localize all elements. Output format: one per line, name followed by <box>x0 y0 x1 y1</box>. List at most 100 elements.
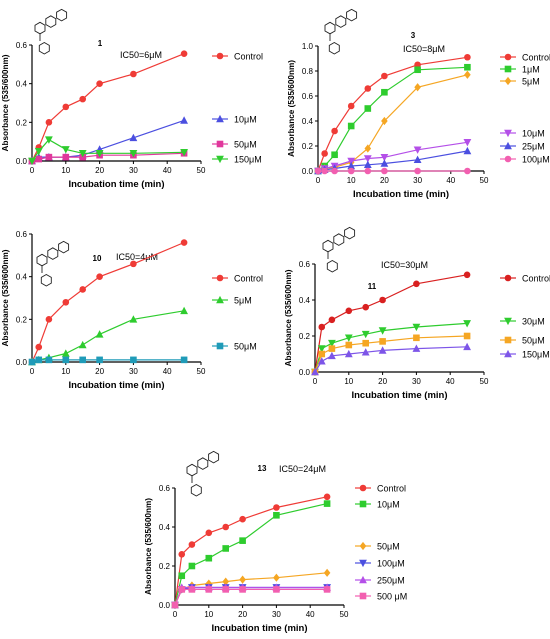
data-point <box>45 316 53 323</box>
data-point <box>364 167 372 175</box>
legend-label: 100μM <box>522 155 550 165</box>
x-tick-label: 10 <box>204 610 213 619</box>
legend-label: 10μM <box>377 500 400 510</box>
legend-entry: 5μM <box>500 77 540 87</box>
x-tick-label: 40 <box>163 166 172 175</box>
chart-panel-13: 0 10 20 30 40 50 0.0 0.2 0.4 0.6 Incubation time (… <box>144 450 407 634</box>
series-line <box>314 274 468 373</box>
x-tick-label: 10 <box>347 176 356 185</box>
data-point <box>380 159 389 167</box>
data-point <box>328 345 336 352</box>
y-tick-label: 0.4 <box>299 296 311 305</box>
x-tick-label: 40 <box>306 610 315 619</box>
x-tick-label: 30 <box>272 610 281 619</box>
series-Control <box>171 493 331 609</box>
series-line <box>174 496 328 606</box>
compound-structure <box>36 240 70 287</box>
ic50-label: IC50=24μM <box>279 464 326 474</box>
legend-marker <box>504 76 512 86</box>
phenyl-ring-shape <box>208 450 220 464</box>
data-point <box>378 327 387 335</box>
data-point <box>273 573 280 582</box>
legend-entry: 25μM <box>500 142 545 152</box>
data-point <box>35 343 43 351</box>
data-point <box>35 356 43 364</box>
legend-marker <box>216 155 224 164</box>
legend-marker <box>359 575 367 584</box>
data-point <box>379 296 386 304</box>
y-tick-label: 0.0 <box>16 358 28 367</box>
data-point <box>96 356 103 364</box>
phenyl-ring-shape <box>335 15 347 28</box>
data-point <box>464 70 471 79</box>
phenyl-ring-shape <box>56 8 68 22</box>
series-100μM <box>314 167 471 175</box>
x-tick-label: 0 <box>173 610 178 619</box>
ic50-label: IC50=6μM <box>120 50 162 60</box>
data-point <box>96 273 103 280</box>
compound-number: 3 <box>411 31 416 40</box>
legend-label: Control <box>522 274 550 284</box>
legend-entry: Control <box>500 53 550 63</box>
legend-label: Control <box>377 484 406 494</box>
hydroxyphenyl-ring-shape <box>38 41 50 55</box>
legend-marker <box>504 129 512 138</box>
y-tick-label: 0.4 <box>159 523 171 532</box>
data-point <box>413 146 422 154</box>
series-line <box>31 53 185 162</box>
data-point <box>311 367 319 376</box>
data-point <box>414 167 421 175</box>
data-point <box>96 80 103 87</box>
data-point <box>239 575 246 584</box>
data-point <box>414 66 421 74</box>
data-point <box>331 167 338 175</box>
data-point <box>380 153 389 162</box>
legend-marker <box>359 559 367 568</box>
legend-entry: 10μM <box>212 115 257 125</box>
data-point <box>79 356 86 364</box>
legend-marker <box>216 114 224 123</box>
data-point <box>239 515 246 523</box>
series-line <box>31 138 185 162</box>
data-point <box>347 161 356 170</box>
data-point <box>364 105 372 112</box>
legend-marker <box>504 336 512 344</box>
chart-panel-1: 0 10 20 30 40 50 0.0 0.2 0.4 0.6 Incubation time (… <box>1 8 263 190</box>
legend-marker <box>504 141 512 150</box>
data-point <box>464 167 471 175</box>
compound-structure <box>322 226 356 273</box>
data-point <box>180 306 188 315</box>
legend-label: 150μM <box>234 155 262 165</box>
data-point <box>361 348 370 356</box>
data-point <box>180 116 188 124</box>
legend-entry: 50μM <box>212 342 257 352</box>
data-point <box>323 493 331 501</box>
series-line <box>31 152 185 162</box>
x-tick-label: 30 <box>413 176 422 185</box>
legend-marker <box>504 349 512 358</box>
data-point <box>222 523 229 531</box>
data-point <box>188 562 196 570</box>
data-point <box>62 298 70 306</box>
data-point <box>180 239 188 246</box>
y-tick-label: 0.6 <box>16 230 28 239</box>
x-tick-label: 10 <box>61 166 70 175</box>
legend-entry: 10μM <box>355 500 400 510</box>
data-point <box>413 334 420 342</box>
data-point <box>414 83 421 92</box>
x-tick-label: 30 <box>129 166 138 175</box>
phenyl-ring-shape <box>344 226 356 240</box>
x-tick-label: 50 <box>480 377 489 386</box>
data-point <box>239 537 246 544</box>
y-tick-label: 0.0 <box>16 157 28 166</box>
legend-label: 50μM <box>234 140 257 150</box>
legend-entry: 50μM <box>212 140 257 150</box>
legend-label: Control <box>522 53 550 63</box>
y-axis-title: Absorbance (535/600nm) <box>287 60 296 157</box>
series-500μM <box>171 586 331 609</box>
x-tick-label: 20 <box>380 176 389 185</box>
legend-marker <box>504 317 512 326</box>
data-point <box>78 149 87 158</box>
data-point <box>95 149 104 158</box>
